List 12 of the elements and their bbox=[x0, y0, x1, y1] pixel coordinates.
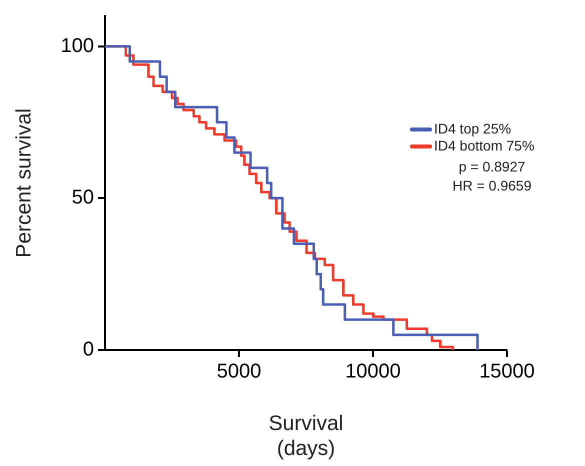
x-axis-title: Survival (days) bbox=[268, 412, 344, 460]
x-tick-label: 10000 bbox=[345, 360, 401, 383]
y-axis-title: Percent survival bbox=[12, 108, 36, 258]
x-tick-label: 15000 bbox=[479, 360, 535, 383]
legend-label: ID4 bottom 75% bbox=[434, 137, 534, 154]
annotation: p = 0.8927 bbox=[458, 158, 526, 174]
legend-label: ID4 top 25% bbox=[434, 120, 512, 136]
x-tick-label: 5000 bbox=[216, 360, 262, 383]
annotation: HR = 0.9659 bbox=[452, 177, 532, 194]
y-tick-label: 0 bbox=[82, 338, 94, 361]
y-tick-label: 100 bbox=[60, 34, 94, 57]
y-tick-label: 50 bbox=[72, 186, 94, 209]
